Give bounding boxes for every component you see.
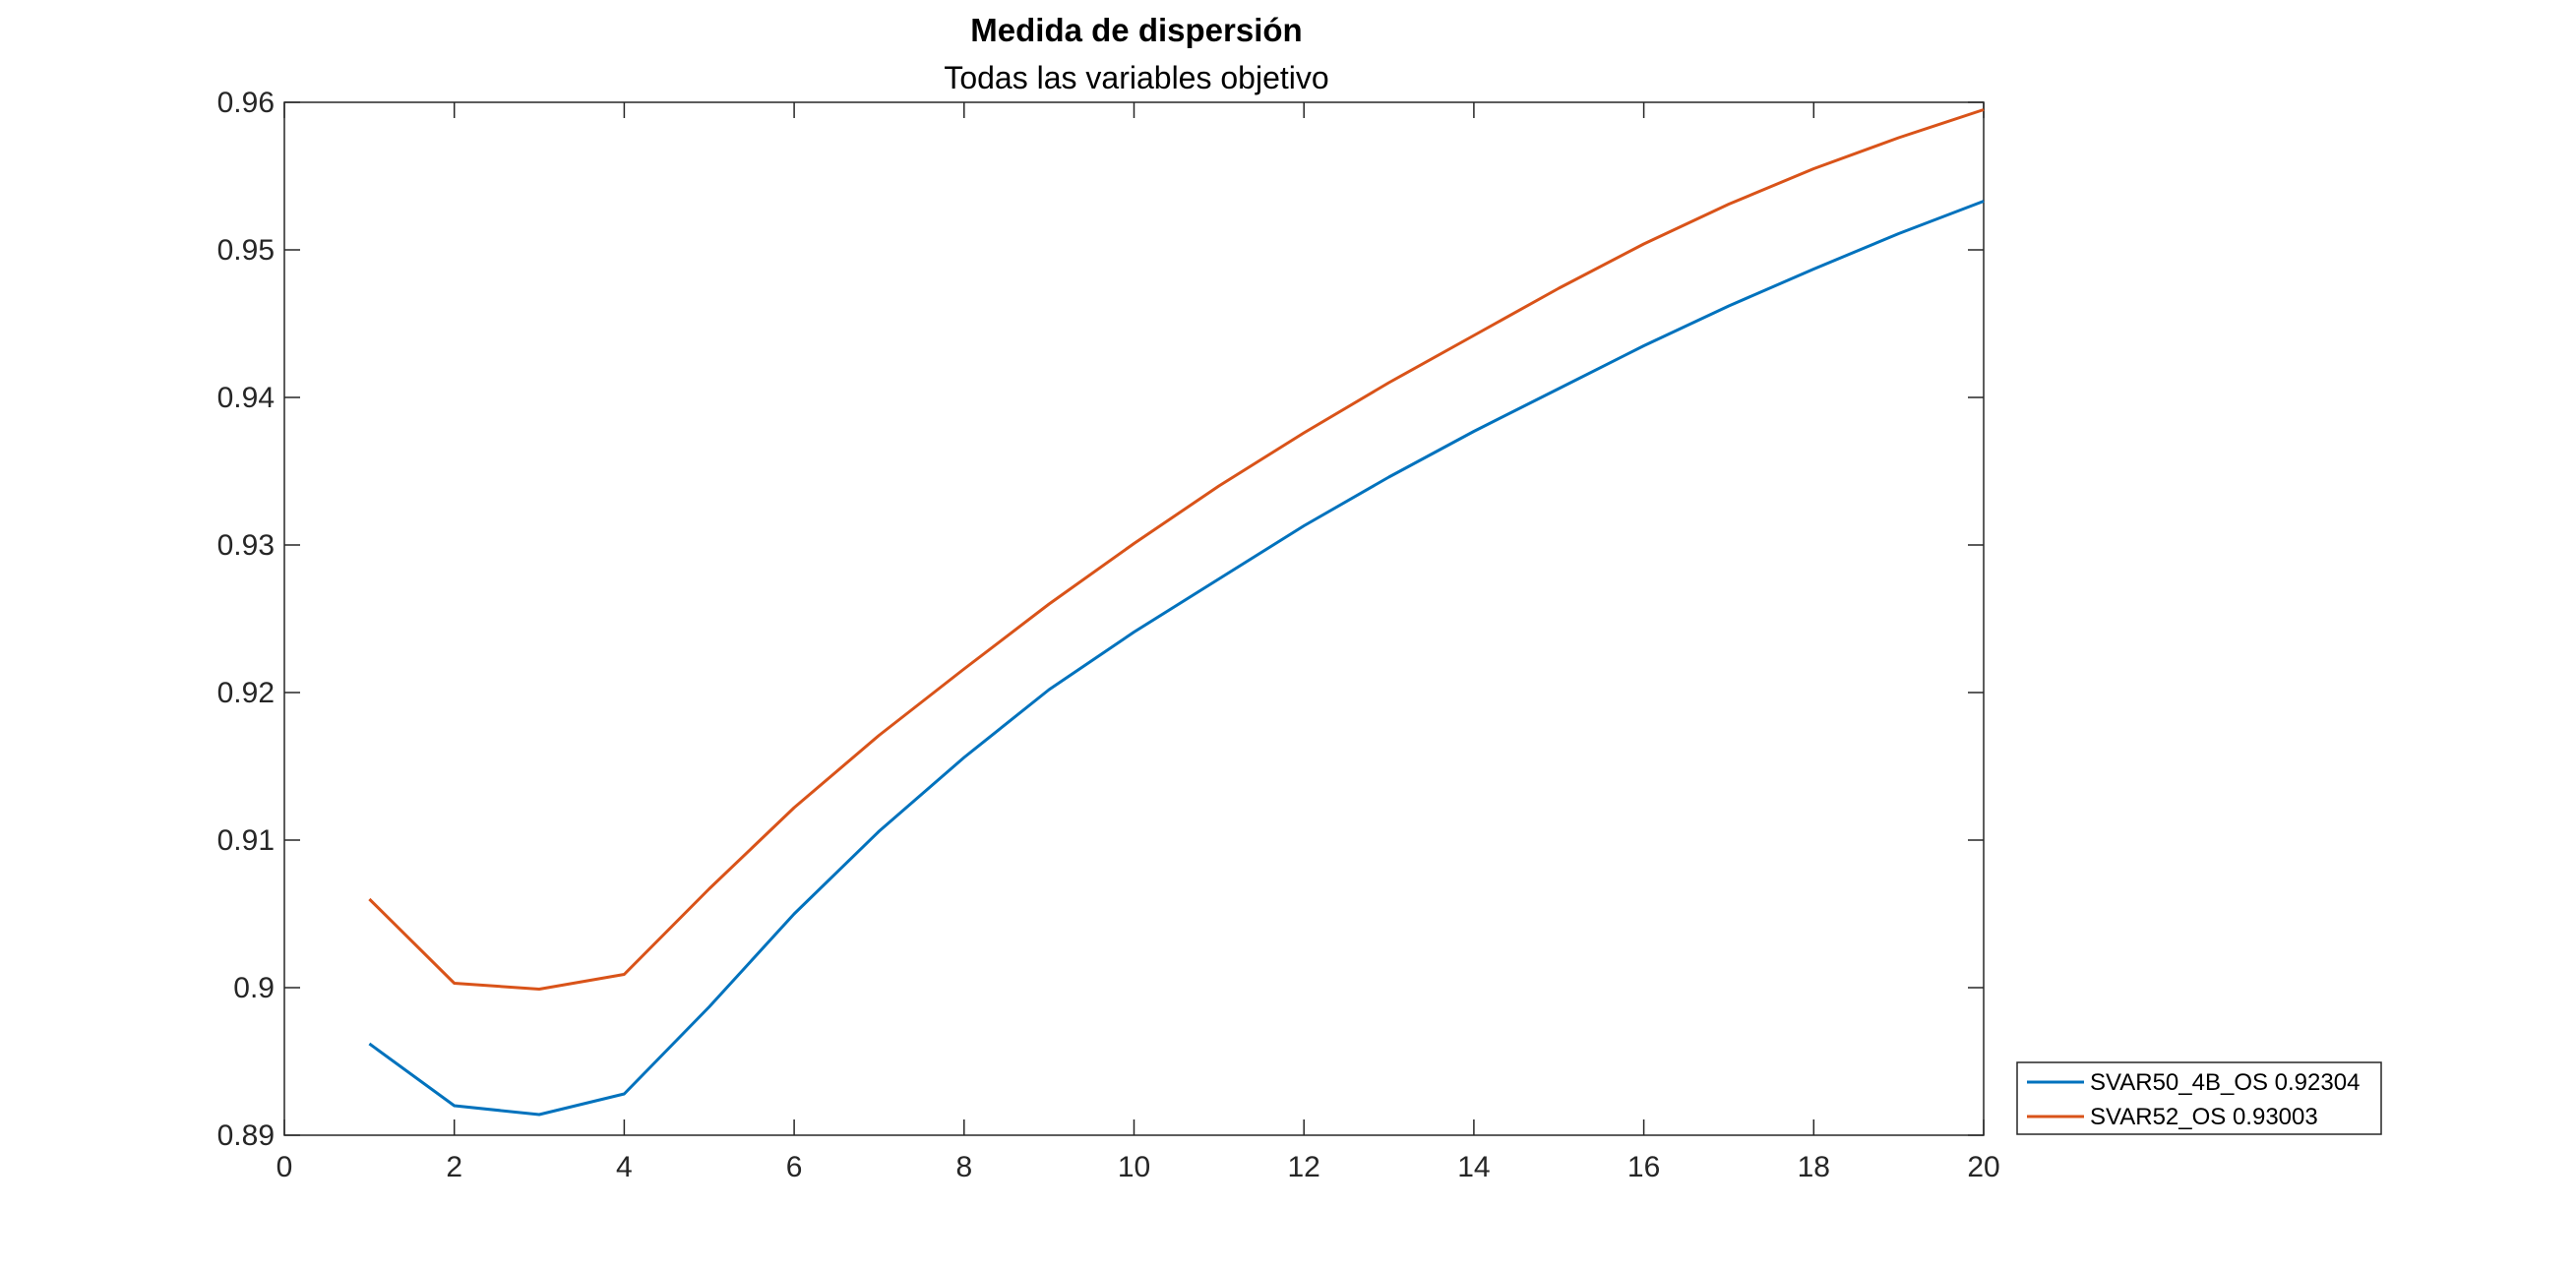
x-tick-label: 2	[446, 1151, 462, 1183]
x-tick-label: 6	[786, 1151, 803, 1183]
y-tick-label: 0.94	[217, 382, 275, 414]
x-tick-label: 18	[1798, 1151, 1830, 1183]
y-axis-ticks: 0.89 0.9 0.91 0.92 0.93 0.94 0.95 0.96	[217, 87, 1984, 1152]
legend[interactable]: SVAR50_4B_OS 0.92304 SVAR52_OS 0.93003	[2016, 1061, 2382, 1135]
series-line-1	[368, 200, 1985, 1117]
y-tick-label: 0.9	[233, 972, 275, 1004]
legend-box	[2016, 1061, 2382, 1135]
legend-label-series-1: SVAR50_4B_OS 0.92304	[2090, 1069, 2360, 1096]
y-tick-label: 0.91	[217, 824, 275, 857]
y-tick-label: 0.89	[217, 1119, 275, 1152]
x-tick-label: 4	[616, 1151, 633, 1183]
plot-area	[283, 101, 1985, 1136]
x-tick-label: 10	[1118, 1151, 1150, 1183]
x-tick-label: 12	[1288, 1151, 1320, 1183]
chart-subtitle: Todas las variables objetivo	[944, 60, 1328, 95]
chart-title: Medida de dispersión	[970, 12, 1302, 48]
x-axis-ticks: 0 2 4 6 8 10 12 14 16 18 20	[276, 102, 2000, 1183]
legend-label-series-2: SVAR52_OS 0.93003	[2090, 1104, 2318, 1130]
x-tick-label: 20	[1967, 1151, 1999, 1183]
y-tick-label: 0.95	[217, 234, 275, 267]
series-line-2	[368, 108, 1985, 991]
series-lines	[368, 108, 1985, 1117]
y-tick-label: 0.92	[217, 677, 275, 709]
y-tick-label: 0.96	[217, 87, 275, 119]
y-tick-label: 0.93	[217, 529, 275, 562]
x-tick-label: 0	[276, 1151, 293, 1183]
x-tick-label: 8	[955, 1151, 972, 1183]
x-tick-label: 16	[1627, 1151, 1660, 1183]
x-tick-label: 14	[1457, 1151, 1490, 1183]
